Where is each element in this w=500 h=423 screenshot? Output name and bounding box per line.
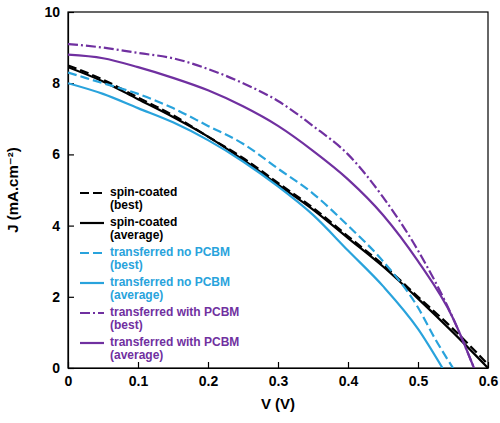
series-line	[68, 67, 488, 368]
x-axis-title: V (V)	[261, 395, 295, 412]
plot-frame	[68, 12, 488, 368]
tick-mark	[68, 297, 74, 298]
tick: 0.1	[129, 362, 149, 389]
axis-line	[69, 368, 489, 369]
legend-entry: spin-coated(best)	[80, 185, 177, 212]
legend-label: spin-coated(average)	[110, 215, 177, 242]
tick-label: 0.6	[479, 373, 499, 389]
tick-label: 2	[52, 289, 60, 305]
tick: 0	[52, 360, 74, 376]
legend-entry: transferred with PCBM(best)	[80, 305, 239, 332]
legend-entry: spin-coated(average)	[80, 215, 177, 242]
tick-label: 4	[52, 218, 60, 234]
tick-label: 0.2	[199, 373, 219, 389]
tick: 0.5	[409, 362, 429, 389]
tick-mark	[208, 362, 209, 368]
tick-mark	[278, 362, 279, 368]
legend-swatch	[80, 342, 104, 344]
tick-mark	[68, 226, 74, 227]
series-line	[68, 44, 474, 368]
tick: 0.3	[269, 362, 289, 389]
legend-label: transferred with PCBM(average)	[110, 335, 239, 362]
legend-label: spin-coated(best)	[110, 185, 177, 212]
tick-mark	[68, 368, 74, 369]
tick-mark	[138, 362, 139, 368]
chart: 0 0.1 0.2 0.3 0.4 0.5 0.6 0 2 4 6 8 10 spin-coated(be…	[0, 0, 500, 423]
legend-entry: transferred no PCBM(average)	[80, 275, 230, 302]
tick-label: 0	[52, 360, 60, 376]
tick-mark	[348, 362, 349, 368]
tick-label: 10	[44, 4, 60, 20]
legend-swatch	[80, 312, 104, 314]
x-axis: 0 0.1 0.2 0.3 0.4 0.5 0.6	[65, 362, 499, 389]
tick-mark	[488, 362, 489, 368]
series-line	[68, 83, 443, 368]
tick: 10	[44, 4, 74, 20]
y-axis-title: J (mA.cm⁻²)	[4, 147, 21, 232]
legend-label: transferred no PCBM(average)	[110, 275, 230, 302]
series-line	[68, 65, 488, 368]
tick-label: 0.1	[129, 373, 149, 389]
tick-label: 0.3	[269, 373, 289, 389]
legend-entry: transferred no PCBM(best)	[80, 245, 230, 272]
plot: 0 0.1 0.2 0.3 0.4 0.5 0.6 0 2 4 6 8 10 spin-coated(be…	[44, 4, 498, 389]
tick-label: 8	[52, 75, 60, 91]
tick-label: 0	[65, 373, 73, 389]
tick-mark	[68, 12, 74, 13]
tick-label: 6	[52, 146, 60, 162]
legend-label: transferred no PCBM(best)	[110, 245, 230, 272]
tick: 4	[52, 218, 74, 234]
tick-label: 0.4	[339, 373, 359, 389]
tick: 0.4	[339, 362, 359, 389]
y-axis: 0 2 4 6 8 10	[44, 4, 74, 376]
lines	[68, 44, 488, 368]
tick: 0.2	[199, 362, 219, 389]
tick-label: 0.5	[409, 373, 429, 389]
series-line	[68, 55, 474, 368]
tick: 0.6	[479, 362, 499, 389]
tick-mark	[68, 154, 74, 155]
legend-swatch	[80, 222, 104, 224]
tick-mark	[418, 362, 419, 368]
tick: 6	[52, 146, 74, 162]
legend-swatch	[80, 282, 104, 284]
legend-label: transferred with PCBM(best)	[110, 305, 239, 332]
legend-swatch	[80, 252, 104, 254]
tick: 2	[52, 289, 74, 305]
legend: spin-coated(best) spin-coated(average) tra…	[80, 185, 239, 362]
legend-entry: transferred with PCBM(average)	[80, 335, 239, 362]
legend-swatch	[80, 192, 104, 194]
